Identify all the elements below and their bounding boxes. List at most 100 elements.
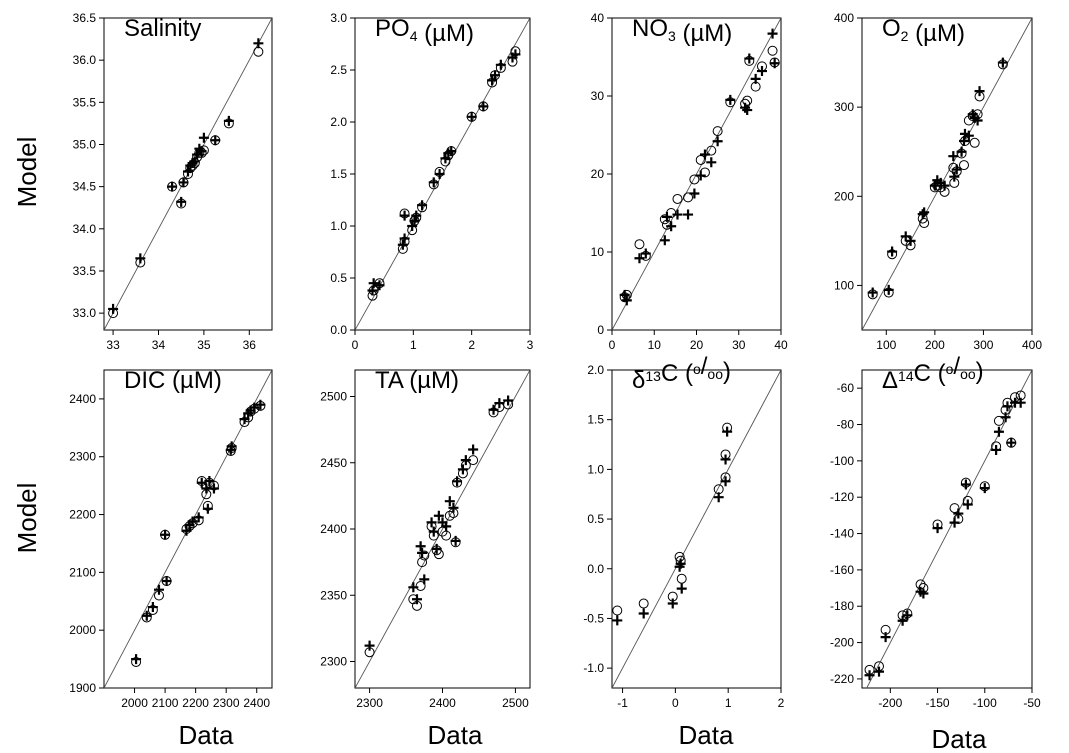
panel-5-x-tick-label: 2000 [121, 696, 148, 710]
panel-7-circle-point [676, 573, 687, 584]
panel-3-plus-point [725, 94, 736, 105]
panel-4-plus-point [867, 287, 878, 298]
panel-2-plus-point [490, 70, 500, 81]
panel-7-y-tick-label: -1.0 [583, 661, 604, 675]
panel-3-title-part: (µM) [676, 20, 732, 47]
panel-7-plus-point [713, 492, 724, 503]
panel-6-circle-point [444, 510, 455, 521]
panel-4-title: O2 (µM) [882, 15, 965, 47]
panel-8-plus-point [949, 517, 960, 528]
panel-1-y-tick-label: 35.0 [73, 137, 97, 151]
panel-3-plus-point [767, 28, 778, 39]
panel-8-title-part: ) [976, 358, 984, 385]
panel-7-title-part: C [661, 360, 678, 387]
panel-2-x-tick-label: 0 [352, 338, 359, 352]
panel-1-title: Salinity [124, 15, 201, 42]
panel-8-plus-point [880, 632, 891, 643]
panel-8-title-part: oo [960, 366, 976, 382]
panel-5-y-tick-label: 2400 [69, 392, 96, 406]
panel-2: 0 1 2 3 0.0 0.5 1.0 1.5 2.0 2.5 3.0 PO4 (µM) [330, 11, 533, 352]
panel-7-plus-point [722, 426, 733, 437]
panel-4-x-tick-label: 300 [973, 338, 993, 352]
panel-6-one-to-one-line [355, 370, 530, 688]
panel-6-circle-point [415, 580, 426, 591]
panel-3-plus-point [666, 221, 677, 232]
panel-4-plus-point [883, 284, 894, 295]
panel-1-x-tick-label: 33 [106, 338, 120, 352]
panel-1-y-tick-label: 36.0 [73, 53, 97, 67]
panel-8-title-part: C [914, 360, 931, 387]
panel-4: 100 200 300 400 100 200 300 400 O2 (µM) [834, 11, 1042, 352]
panel-3-y-tick-label: 20 [591, 167, 605, 181]
panel-7-plus-point [675, 558, 686, 569]
panel-1-plus-point [223, 115, 234, 126]
panel-4-plus-point [951, 164, 962, 175]
panel-1-circle-point [253, 46, 264, 57]
panel-3-plus-point [699, 149, 710, 160]
x-axis-label-col1: Data [179, 720, 234, 750]
panel-5-plus-point [255, 399, 266, 410]
panel-6-plus-point [364, 640, 375, 651]
panel-1-y-tick-label: 35.5 [73, 95, 97, 109]
panel-7-plus-point [638, 608, 649, 619]
panel-8-y-tick-label: -100 [830, 454, 854, 468]
panel-1-plus-point [178, 177, 189, 188]
panel-1-plus-point [167, 181, 178, 192]
panel-6-y-tick-label: 2450 [320, 456, 347, 470]
panel-7-x-tick-label: 1 [725, 696, 732, 710]
panel-3-x-tick-label: 30 [732, 338, 746, 352]
panel-5-plus-point [202, 503, 213, 514]
panel-6-y-tick-label: 2350 [320, 588, 347, 602]
panel-2-y-tick-label: 0.0 [330, 323, 347, 337]
panel-8-plus-point [953, 508, 964, 519]
panel-2-plus-point [446, 146, 457, 157]
panel-3-x-tick-label: 0 [609, 338, 616, 352]
panel-5-x-tick-label: 2400 [243, 696, 270, 710]
panel-5-y-tick-label: 2000 [69, 623, 96, 637]
panel-7-plus-point [720, 476, 731, 487]
panel-3-circle-point [683, 192, 694, 203]
panel-8-title-part: / [953, 353, 960, 380]
panel-3-title: NO3 (µM) [632, 15, 732, 47]
panel-5-plus-point [208, 483, 219, 494]
panel-3-circle-point [689, 174, 700, 185]
panel-4-plus-point [949, 171, 960, 182]
panel-5-plus-point [153, 584, 164, 595]
panel-8-circle-point [993, 415, 1004, 426]
panel-6-plus-point [452, 476, 463, 487]
panel-8-plus-point [1006, 437, 1017, 448]
panel-5-plus-point [141, 610, 152, 621]
panel-4-y-tick-label: 300 [834, 100, 854, 114]
panel-1: 33 34 35 36 33.0 33.5 34.0 34.5 35.0 35.5 36.0 36.5… [73, 11, 273, 352]
panel-1-plus-point [198, 132, 209, 143]
panel-8-y-tick-label: -180 [830, 599, 854, 613]
panel-2-plus-point [434, 169, 445, 179]
panel-1-x-tick-label: 35 [197, 338, 211, 352]
panel-8-plus-point [918, 588, 929, 599]
panel-4-title-part: 2 [901, 28, 909, 44]
panel-1-title-part: Salinity [124, 15, 201, 42]
panel-4-circle-point [959, 160, 969, 171]
panel-7-plus-point [667, 598, 678, 609]
panel-5-plus-point [131, 654, 142, 665]
panel-6-plus-point [411, 594, 422, 605]
panel-5-plus-point [181, 525, 192, 536]
panel-2-plus-point [478, 101, 489, 112]
panel-8: -200 -150 -100 -50 -220 -200 -180 -160 -140 -120 -… [830, 353, 1041, 710]
panel-3-title-part: 3 [668, 28, 676, 44]
panel-8-plus-point [897, 615, 908, 626]
panel-4-y-tick-label: 400 [834, 11, 854, 25]
panel-3-plus-point [659, 235, 670, 246]
panel-4-plus-point [900, 231, 911, 242]
panel-3-circle-point [767, 45, 778, 56]
panel-3-plus-point [672, 209, 683, 220]
panel-5-plus-point [204, 476, 215, 487]
panel-7-y-tick-label: 1.5 [587, 413, 604, 427]
panel-8-plus-point [993, 426, 1004, 437]
panel-6-y-tick-label: 2500 [320, 390, 347, 404]
panel-7-plus-point [720, 454, 731, 465]
panel-5-y-tick-label: 2200 [69, 508, 96, 522]
panel-2-plus-point [374, 280, 385, 291]
panel-2-plus-point [440, 153, 451, 164]
panel-2-title-part: 4 [410, 28, 418, 44]
